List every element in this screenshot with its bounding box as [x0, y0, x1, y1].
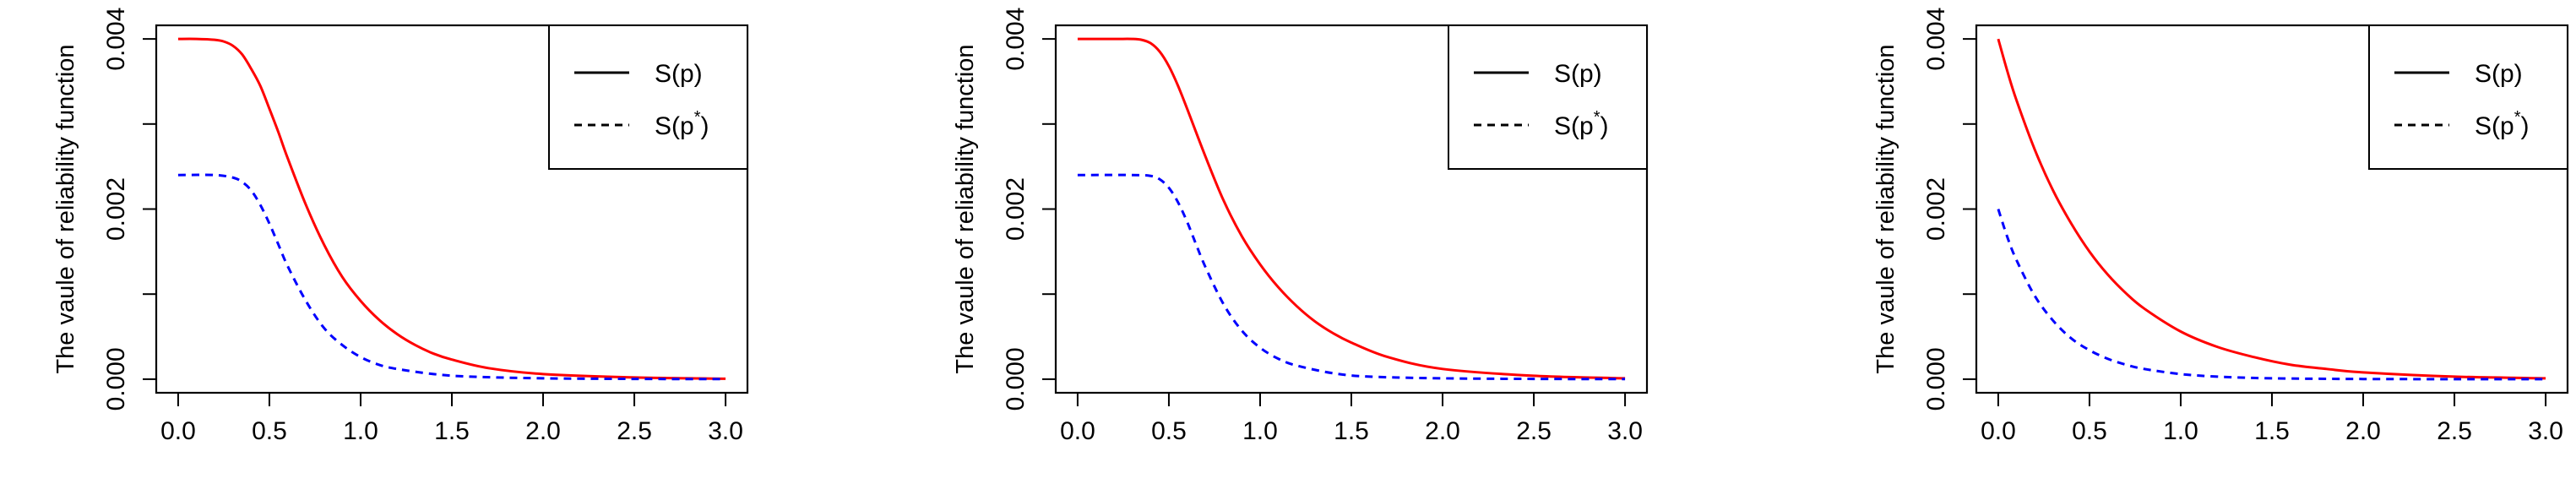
legend-box	[548, 24, 748, 170]
x-tick-label: 2.0	[1425, 417, 1460, 445]
x-tick-label: 3.0	[708, 417, 743, 445]
chart-panel-3: 0.0 0.5 1.0 1.5 2.0 2.5 3.0 0.000 0.002 0.004 The …	[1872, 8, 2569, 445]
y-tick-label: 0.004	[1002, 8, 1030, 71]
y-tick-label: 0.004	[1922, 8, 1950, 71]
x-tick-label: 0.0	[1060, 417, 1095, 445]
legend-box	[2368, 24, 2568, 170]
x-tick-label: 1.5	[1334, 417, 1369, 445]
legend-label: S(p)	[1554, 60, 1602, 88]
x-tick-label: 2.0	[525, 417, 561, 445]
y-tick-label: 0.002	[102, 177, 130, 241]
x-tick-label: 0.5	[1151, 417, 1187, 445]
legend-label: S(p*)	[2475, 108, 2529, 140]
x-tick-label: 1.5	[434, 417, 470, 445]
x-tick-label: 1.0	[2163, 417, 2198, 445]
x-tick-label: 2.5	[1516, 417, 1552, 445]
legend-label: S(p*)	[655, 108, 709, 140]
x-tick-label: 1.0	[343, 417, 378, 445]
x-tick-label: 0.0	[1981, 417, 2016, 445]
legend-box	[1448, 24, 1648, 170]
series-line-S-p-star	[177, 173, 726, 381]
x-tick-label: 0.5	[252, 417, 287, 445]
y-tick-label: 0.004	[102, 8, 130, 71]
legend-label: S(p*)	[1554, 108, 1608, 140]
y-tick-label: 0.000	[1002, 347, 1030, 411]
y-axis-label: The vaule of reliability function	[52, 44, 79, 373]
y-tick-label: 0.000	[102, 347, 130, 411]
x-tick-label: 2.0	[2345, 417, 2381, 445]
chart-panel-2: 0.0 0.5 1.0 1.5 2.0 2.5 3.0 0.000 0.002 0.004 The …	[952, 8, 1649, 445]
x-tick-label: 1.0	[1242, 417, 1278, 445]
x-tick-label: 0.0	[160, 417, 196, 445]
legend-label: S(p)	[655, 60, 703, 88]
y-axis-label: The vaule of reliability function	[1872, 44, 1899, 373]
x-tick-label: 3.0	[2528, 417, 2563, 445]
series-line-S-p	[1077, 37, 1626, 380]
y-tick-label: 0.000	[1922, 347, 1950, 411]
y-axis-label: The vaule of reliability function	[952, 44, 979, 373]
x-tick-label: 1.5	[2254, 417, 2290, 445]
legend-label: S(p)	[2475, 60, 2523, 88]
x-tick-label: 2.5	[617, 417, 652, 445]
legend: S(p) S(p*)	[1448, 24, 1648, 170]
x-tick-label: 2.5	[2437, 417, 2472, 445]
series-line-S-p-star	[1077, 173, 1626, 381]
x-tick-label: 0.5	[2072, 417, 2107, 445]
x-tick-label: 3.0	[1607, 417, 1643, 445]
series-line-S-p-star	[1997, 209, 2546, 381]
y-tick-label: 0.002	[1922, 177, 1950, 241]
legend: S(p) S(p*)	[2368, 24, 2568, 170]
series-line-S-p	[1997, 38, 2546, 380]
legend: S(p) S(p*)	[548, 24, 748, 170]
y-tick-label: 0.002	[1002, 177, 1030, 241]
chart-panel-1: 0.0 0.5 1.0 1.5 2.0 2.5 3.0 0.000 0.002 0.004 The …	[52, 8, 749, 445]
series-line-S-p	[177, 37, 726, 380]
